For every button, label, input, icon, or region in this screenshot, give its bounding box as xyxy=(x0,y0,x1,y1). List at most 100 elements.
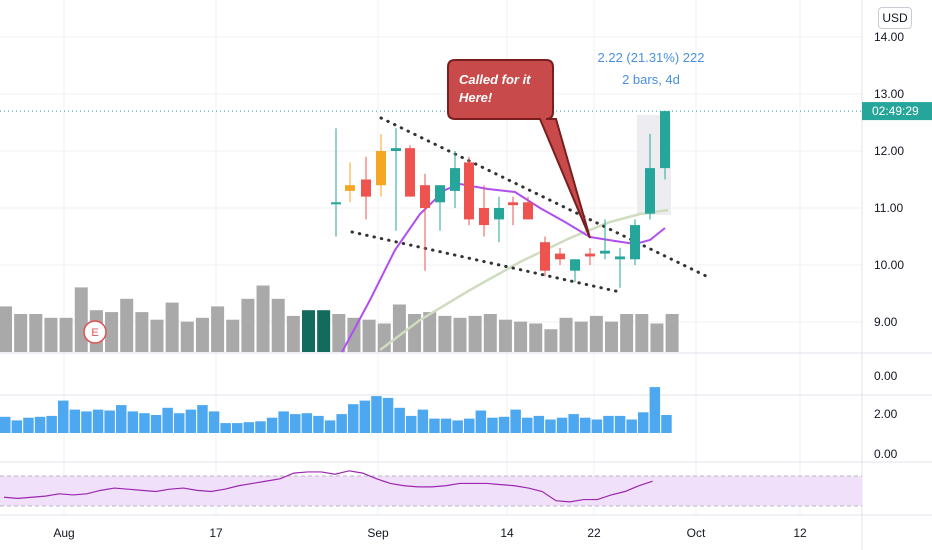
rsi-line xyxy=(3,470,653,503)
histogram-bar xyxy=(150,415,162,433)
volume-bar xyxy=(514,321,528,352)
time-tick: 22 xyxy=(587,526,601,540)
histogram-bar xyxy=(522,417,533,433)
candle-body xyxy=(420,185,430,208)
measure-line1: 2.22 (21.31%) 222 xyxy=(598,50,705,65)
ma-short-line xyxy=(341,182,666,353)
histogram-bar xyxy=(232,423,243,433)
histogram-bar xyxy=(34,416,46,433)
volume-bar xyxy=(605,321,618,352)
candle xyxy=(615,247,625,288)
histogram-bar xyxy=(92,409,104,433)
candle xyxy=(376,133,386,197)
candle-body xyxy=(585,253,595,257)
volume-bar xyxy=(529,323,543,352)
candle xyxy=(345,162,355,203)
volume-bar xyxy=(105,312,119,352)
histogram-bar xyxy=(69,409,81,433)
histogram-bar xyxy=(162,407,173,433)
volume-bar xyxy=(135,312,149,352)
time-tick: 12 xyxy=(793,526,807,540)
candle-body xyxy=(331,202,341,205)
volume-bar xyxy=(468,315,482,352)
histogram-bar xyxy=(417,409,429,433)
candle-body xyxy=(645,168,655,214)
histogram-bar xyxy=(638,412,649,433)
histogram-bar xyxy=(614,415,626,433)
volume-bar xyxy=(635,314,649,352)
histogram-bar xyxy=(464,418,475,433)
callout-line1: Called for it xyxy=(459,72,531,87)
histogram-bar xyxy=(661,415,672,433)
indicator-tick: 0.00 xyxy=(874,447,898,461)
histogram-bar xyxy=(324,420,336,433)
candle-body xyxy=(345,185,355,191)
volume-bar xyxy=(423,312,437,352)
histogram-bar xyxy=(290,414,301,433)
candle xyxy=(450,151,460,208)
histogram-bar xyxy=(0,416,11,433)
histogram-bar xyxy=(545,419,556,433)
candle xyxy=(331,128,341,237)
candle-body xyxy=(435,185,445,203)
histogram-bar xyxy=(429,418,440,433)
volume-bar xyxy=(256,285,270,352)
volume-bar xyxy=(347,317,361,352)
candle-body xyxy=(494,208,504,220)
histogram-bar xyxy=(371,396,382,433)
volume-bar xyxy=(226,319,240,352)
volume-bar xyxy=(165,302,179,352)
histogram-bar xyxy=(174,413,185,433)
price-tick: 12.00 xyxy=(874,144,904,158)
price-tick: 9.00 xyxy=(874,315,898,329)
candle xyxy=(540,236,550,277)
candle xyxy=(391,128,401,231)
candle xyxy=(555,247,565,265)
histogram-bar xyxy=(510,409,521,433)
volume-bar xyxy=(14,314,28,352)
candle-body xyxy=(405,148,415,197)
histogram-bar xyxy=(359,400,371,433)
histogram-bar xyxy=(185,409,197,433)
price-tick: 11.00 xyxy=(874,201,903,215)
volume-bar xyxy=(559,317,573,352)
candle xyxy=(361,156,371,220)
volume-bar xyxy=(392,304,406,352)
volume-bar xyxy=(544,329,558,352)
price-tick: 14.00 xyxy=(874,30,904,44)
price-tick: 13.00 xyxy=(874,87,904,101)
histogram-bar xyxy=(197,405,208,433)
candle xyxy=(464,156,474,226)
time-tick: Sep xyxy=(367,526,389,540)
histogram-bar xyxy=(116,405,127,433)
volume-bar xyxy=(498,319,512,352)
histogram-bar xyxy=(649,387,661,433)
candle xyxy=(405,145,415,197)
histogram-bar xyxy=(104,410,115,433)
histogram-bar xyxy=(81,411,92,433)
time-tick: 14 xyxy=(500,526,514,540)
candle-body xyxy=(660,111,670,169)
volume-bar xyxy=(317,310,331,352)
histogram-bar xyxy=(394,407,405,433)
currency-button[interactable]: USD xyxy=(878,7,912,29)
volume-bar xyxy=(589,315,603,352)
candle xyxy=(630,219,640,265)
time-tick: Oct xyxy=(687,526,706,540)
earnings-marker: E xyxy=(83,320,107,344)
rsi-band xyxy=(0,476,862,506)
volume-bar xyxy=(150,319,164,352)
volume-bar xyxy=(44,317,58,352)
histogram-bar xyxy=(440,418,452,433)
histogram-bar xyxy=(336,414,347,433)
histogram-bar xyxy=(568,414,579,433)
candle xyxy=(585,247,595,265)
candle xyxy=(494,196,504,243)
histogram-bar xyxy=(452,420,463,433)
candle-body xyxy=(450,168,460,191)
candle-body xyxy=(615,256,625,260)
volume-bar xyxy=(120,298,134,352)
volume-bar xyxy=(483,314,497,352)
trendline-upper xyxy=(379,116,708,278)
